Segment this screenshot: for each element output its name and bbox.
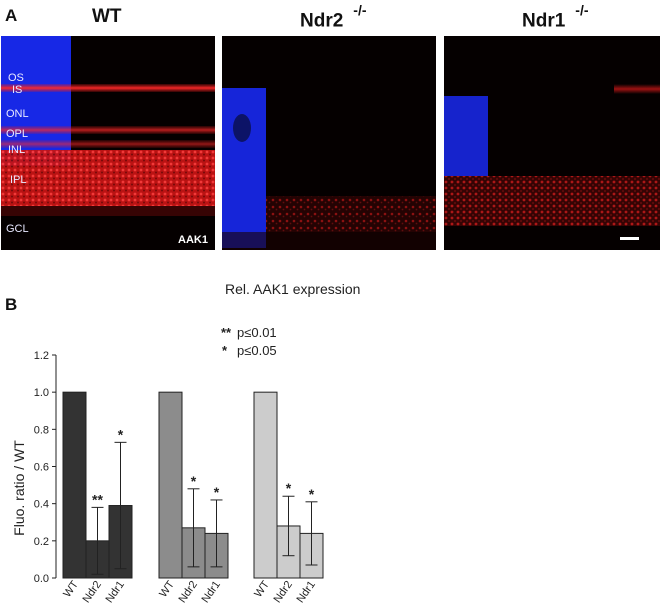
y-tick-label: 1.0 [34, 387, 49, 399]
layer-label-os: OS [8, 72, 24, 84]
x-tick-label: Ndr1 [103, 579, 127, 605]
panel-b-letter: B [5, 295, 17, 314]
column-label-ndr1-superscript: -/- [575, 2, 589, 18]
x-tick-label: Ndr2 [271, 579, 295, 605]
aak1-expression-chart: B Rel. AAK1 expression ** p≤0.01 * p≤0.0… [5, 281, 360, 605]
significance-marker: * [309, 486, 315, 502]
significance-marker: * [286, 480, 292, 496]
column-label-ndr1-text: Ndr1 [522, 10, 566, 32]
layer-label-gcl: GCL [6, 223, 29, 235]
bar [253, 391, 278, 579]
x-tick-label: Ndr2 [80, 579, 104, 605]
y-tick-label: 0.0 [34, 573, 49, 585]
micrograph-ndr2-art [222, 88, 436, 250]
x-tick-label: WT [61, 579, 81, 600]
legend-text-p005: p≤0.05 [237, 343, 277, 358]
layer-label-opl: OPL [6, 128, 29, 140]
y-tick-label: 0.6 [34, 462, 49, 474]
legend: ** p≤0.01 * p≤0.05 [221, 325, 277, 358]
column-label-ndr2: Ndr2 -/- [300, 2, 367, 32]
y-tick-label: 0.4 [34, 499, 49, 511]
y-tick-label: 0.2 [34, 536, 49, 548]
y-axis-label: Fluo. ratio / WT [11, 440, 27, 536]
micrograph-ndr2 [222, 36, 436, 250]
panel-a-letter: A [5, 6, 18, 25]
x-tick-label: Ndr2 [176, 579, 200, 605]
micrograph-wt: OS IS ONL OPL INL IPL GCL AAK1 [1, 36, 215, 250]
micrograph-wt-art [1, 36, 215, 216]
y-tick-label: 0.8 [34, 424, 49, 436]
legend-symbol-single: * [222, 343, 228, 358]
significance-marker: * [214, 484, 220, 500]
chart-title: Rel. AAK1 expression [225, 281, 360, 297]
plot-area: 0.00.20.40.60.81.01.2WT**Ndr2*Ndr1 WT*Ndr… [34, 350, 324, 605]
x-tick-label: WT [252, 579, 272, 600]
column-label-ndr2-superscript: -/- [353, 2, 367, 18]
layer-label-is: IS [12, 84, 23, 96]
bar [158, 391, 183, 579]
micrograph-ndr1 [444, 36, 660, 250]
x-tick-label: Ndr1 [294, 579, 318, 605]
layer-label-inl: INL [8, 144, 26, 156]
stain-label-aak1: AAK1 [178, 234, 208, 246]
layer-label-ipl: IPL [10, 174, 27, 186]
micrograph-ndr1-art [444, 84, 660, 240]
significance-marker: ** [92, 491, 103, 507]
column-label-ndr2-text: Ndr2 [300, 10, 344, 32]
column-label-wt: WT [92, 6, 122, 28]
layer-label-onl: ONL [6, 108, 29, 120]
bar [62, 391, 87, 579]
column-label-ndr1: Ndr1 -/- [522, 2, 589, 32]
y-tick-label: 1.2 [34, 350, 49, 362]
legend-symbol-double: ** [221, 325, 232, 340]
x-tick-label: Ndr1 [199, 579, 223, 605]
legend-text-p001: p≤0.01 [237, 325, 277, 340]
significance-marker: * [191, 473, 197, 489]
x-tick-label: WT [157, 579, 177, 600]
significance-marker: * [118, 426, 124, 442]
column-label-wt-text: WT [92, 6, 122, 27]
